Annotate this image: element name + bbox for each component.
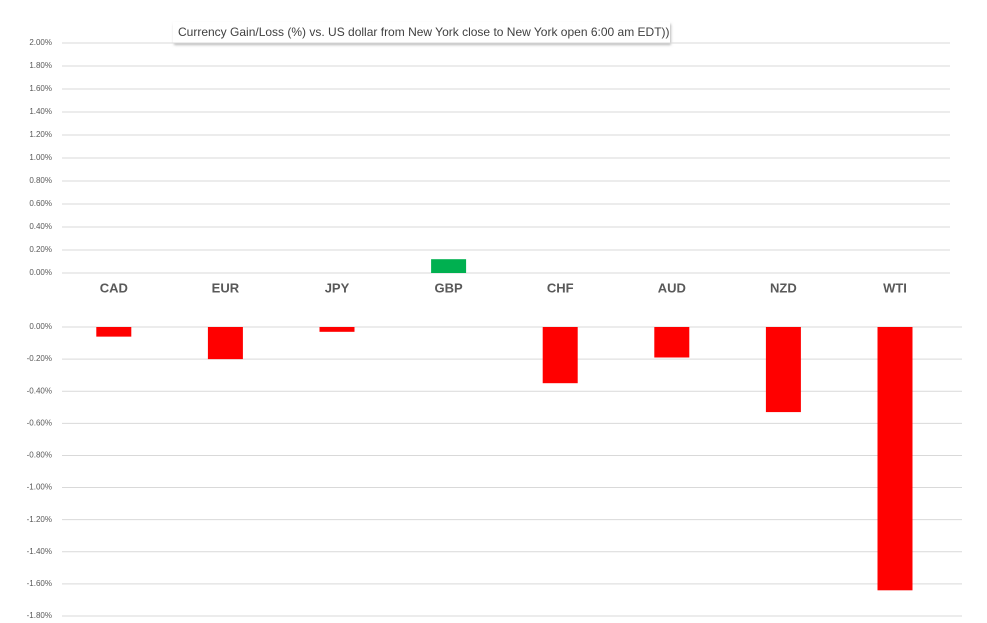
x-tick-label: WTI xyxy=(883,280,907,295)
x-tick-label: JPY xyxy=(325,280,350,295)
y-tick-label: 2.00% xyxy=(29,38,52,47)
y-tick-label: -1.40% xyxy=(27,547,52,556)
y-tick-label: -0.60% xyxy=(27,418,52,427)
x-tick-label: CAD xyxy=(100,280,128,295)
y-tick-label: 1.80% xyxy=(29,61,52,70)
title-box xyxy=(173,22,670,43)
y-tick-label: 0.00% xyxy=(29,322,52,331)
y-tick-label: -1.00% xyxy=(27,483,52,492)
x-tick-label: EUR xyxy=(212,280,240,295)
y-tick-label: 0.40% xyxy=(29,222,52,231)
y-tick-label: -0.40% xyxy=(27,386,52,395)
y-tick-label: -0.20% xyxy=(27,354,52,363)
bar xyxy=(542,327,578,384)
bar xyxy=(877,327,913,591)
x-tick-label: AUD xyxy=(658,280,686,295)
x-tick-label: NZD xyxy=(770,280,797,295)
y-tick-label: -1.80% xyxy=(27,611,52,620)
bar xyxy=(654,327,690,358)
y-tick-label: 1.40% xyxy=(29,107,52,116)
y-tick-label: 0.80% xyxy=(29,176,52,185)
bar xyxy=(319,327,355,332)
y-tick-label: 0.60% xyxy=(29,199,52,208)
y-tick-label: 1.20% xyxy=(29,130,52,139)
y-tick-label: -0.80% xyxy=(27,451,52,460)
y-tick-label: 1.60% xyxy=(29,84,52,93)
bar xyxy=(96,327,132,337)
x-tick-label: GBP xyxy=(435,280,464,295)
chart-title: Currency Gain/Loss (%) vs. US dollar fro… xyxy=(178,25,670,39)
y-tick-label: -1.60% xyxy=(27,579,52,588)
x-tick-label: CHF xyxy=(547,280,574,295)
y-tick-label: 0.20% xyxy=(29,245,52,254)
bar xyxy=(765,327,801,413)
bar xyxy=(207,327,243,360)
y-tick-label: 0.00% xyxy=(29,268,52,277)
bar xyxy=(431,259,467,273)
y-tick-label: 1.00% xyxy=(29,153,52,162)
y-tick-label: -1.20% xyxy=(27,515,52,524)
